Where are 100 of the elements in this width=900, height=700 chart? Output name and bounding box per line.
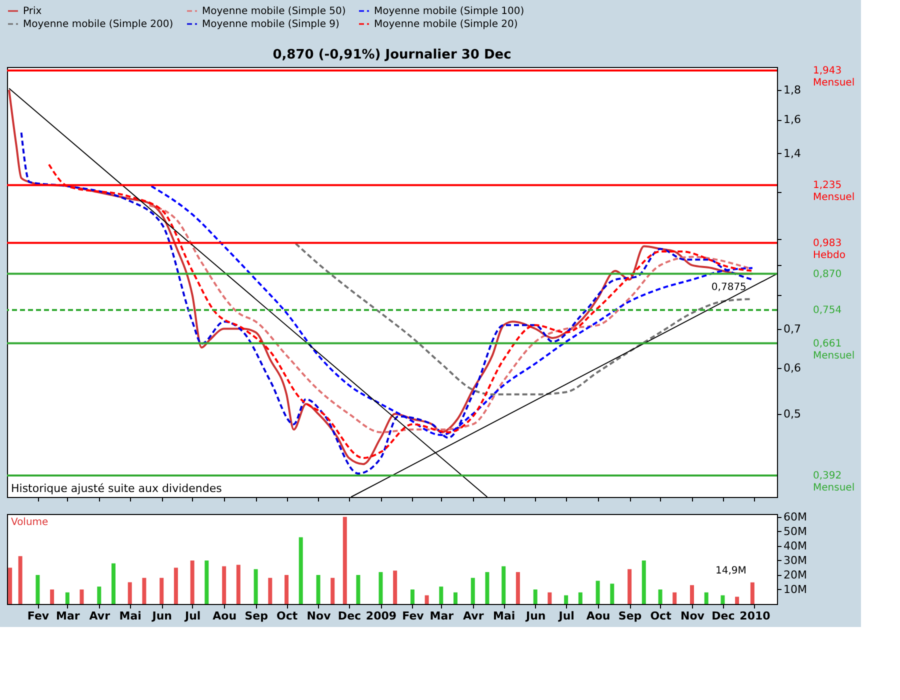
- bar: [65, 592, 70, 604]
- bar: [284, 574, 289, 604]
- bar: [453, 592, 458, 604]
- x-tick-label: Dec: [338, 610, 362, 622]
- x-tick-label: Dec: [712, 610, 735, 622]
- y-tick-label: 1,4: [784, 146, 801, 160]
- bar: [485, 572, 490, 604]
- ref-line-label: 0,754: [813, 304, 842, 316]
- bar: [502, 566, 506, 604]
- legend-label: Moyenne mobile (Simple 100): [374, 6, 524, 17]
- bar: [204, 560, 209, 604]
- x-tick-label: Fev: [27, 610, 50, 622]
- x-tick-label: Mar: [430, 610, 454, 622]
- x-tick-label: Mar: [56, 610, 80, 622]
- bar: [690, 585, 694, 604]
- x-tick-label: Mai: [119, 610, 142, 622]
- bar: [750, 582, 754, 604]
- bar: [720, 595, 725, 604]
- y-tick-label: 0,6: [784, 361, 801, 374]
- bar: [564, 595, 568, 604]
- chart-title: 0,870 (-0,91%) Journalier 30 Dec: [272, 47, 512, 62]
- x-tick-label: Nov: [306, 610, 332, 622]
- bar: [50, 589, 54, 604]
- bar: [236, 564, 240, 604]
- bar: [316, 574, 320, 604]
- x-tick-label: Oct: [276, 610, 298, 622]
- bar: [393, 570, 398, 604]
- y-tick-label: 0,7: [784, 322, 801, 336]
- y-tick-label: 0,5: [784, 407, 801, 420]
- bar: [254, 569, 258, 604]
- x-tick-label: Jul: [558, 610, 574, 622]
- bar: [735, 596, 740, 604]
- y-tick-label: 10M: [784, 582, 807, 596]
- bar: [410, 589, 414, 604]
- y-tick-label: 1,6: [784, 113, 801, 126]
- ref-line-label: 0,392 Mensuel: [813, 470, 855, 494]
- legend-label: Prix: [23, 6, 42, 17]
- bar: [128, 582, 132, 604]
- legend-label: Moyenne mobile (Simple 200): [23, 19, 174, 30]
- legend-label: Moyenne mobile (Simple 50): [202, 6, 346, 17]
- bar: [610, 584, 614, 604]
- bar: [516, 572, 520, 604]
- bar: [330, 578, 335, 604]
- bar: [111, 563, 116, 604]
- legend-label: Moyenne mobile (Simple 20): [374, 19, 518, 30]
- ref-line-label: 0,870: [813, 268, 842, 280]
- y-tick-label: 40M: [784, 539, 807, 552]
- bar: [268, 578, 272, 604]
- ref-line-label: 1,235 Mensuel: [813, 180, 855, 204]
- annotation: 0,7875: [711, 282, 746, 293]
- bar: [704, 592, 708, 604]
- bar: [439, 586, 444, 604]
- bar: [298, 537, 303, 604]
- x-tick-label: Sep: [618, 610, 642, 622]
- x-tick-label: Jun: [151, 610, 172, 622]
- bar: [160, 578, 164, 604]
- bar: [658, 589, 662, 604]
- annotation: 14,9M: [716, 565, 746, 576]
- y-tick-label: 50M: [784, 524, 807, 538]
- bar: [628, 569, 632, 604]
- x-tick-label: Jul: [184, 610, 201, 622]
- bar: [36, 574, 40, 604]
- bar: [142, 578, 146, 604]
- x-tick-label: Jun: [524, 610, 546, 622]
- bar: [190, 560, 194, 604]
- legend-label: Moyenne mobile (Simple 9): [202, 19, 340, 30]
- bar: [596, 580, 600, 604]
- bar: [8, 568, 12, 604]
- bar: [222, 566, 226, 604]
- x-tick-label: Sep: [244, 610, 268, 622]
- bar: [174, 568, 178, 604]
- ref-line-label: 1,943 Mensuel: [813, 65, 855, 88]
- chart-title: Volume: [11, 517, 48, 528]
- bar: [356, 574, 360, 604]
- bar: [548, 592, 552, 604]
- bar: [424, 595, 429, 604]
- y-tick-label: 60M: [784, 510, 807, 524]
- x-tick-label: Aou: [212, 610, 237, 622]
- x-tick-label: Aou: [586, 610, 610, 622]
- x-tick-label: Mai: [493, 610, 516, 622]
- x-tick-label: 2009: [366, 610, 397, 622]
- bar: [642, 560, 646, 604]
- x-tick-label: Fev: [402, 610, 425, 622]
- annotation: Historique ajusté suite aux dividendes: [11, 482, 222, 495]
- ref-line-label: 0,983 Hebdo: [813, 238, 846, 261]
- y-tick-label: 1,8: [784, 83, 801, 96]
- bar: [97, 586, 102, 604]
- x-tick-label: Oct: [650, 610, 672, 622]
- bar: [342, 516, 347, 604]
- x-tick-label: Nov: [680, 610, 706, 622]
- bar: [578, 592, 582, 604]
- bar: [470, 578, 475, 604]
- bar: [533, 589, 538, 604]
- y-tick-label: 20M: [784, 568, 807, 582]
- bar: [378, 572, 383, 604]
- ref-line-label: 0,661 Mensuel: [813, 338, 855, 362]
- x-tick-label: Avr: [89, 610, 111, 622]
- bar: [672, 592, 677, 604]
- x-tick-label: 2010: [740, 610, 771, 622]
- x-tick-label: Avr: [463, 610, 484, 622]
